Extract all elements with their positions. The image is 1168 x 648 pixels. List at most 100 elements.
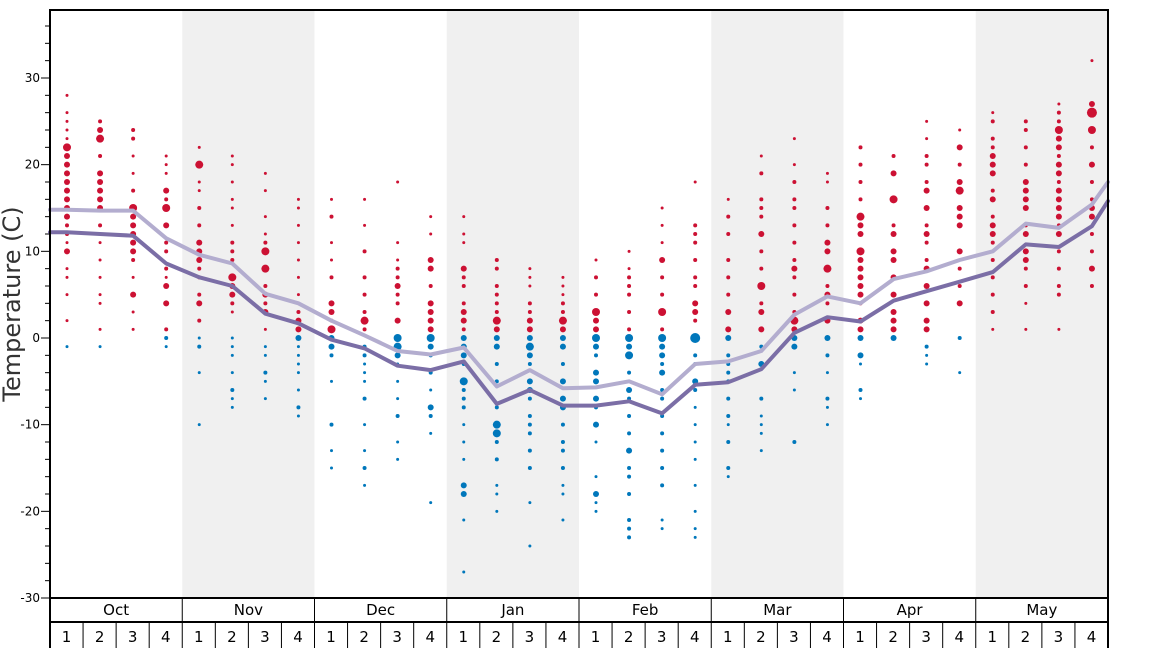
warm-dot [230,223,234,227]
cold-dot [627,474,632,479]
cold-dot [660,466,665,471]
warm-dot [1022,256,1029,263]
warm-dot [395,301,400,306]
warm-dot [757,281,766,290]
warm-dot [792,292,797,297]
warm-dot [263,171,267,175]
warm-dot [891,223,896,228]
warm-dot [395,275,400,280]
cold-dot [527,466,532,471]
warm-dot [824,248,831,255]
warm-dot [230,154,234,158]
week-label: 3 [128,628,138,646]
month-label-mar: Mar [763,601,792,619]
warm-dot [362,327,367,332]
warm-dot [726,214,731,219]
warm-dot [1056,179,1061,184]
warm-dot [197,145,201,149]
warm-dot [792,240,797,245]
cold-dot [263,397,267,401]
warm-dot [327,325,336,334]
warm-dot [429,215,433,219]
cold-dot [527,422,532,427]
cold-dot [528,501,532,505]
warm-dot [396,180,400,184]
warm-dot [394,317,401,324]
cold-dot [429,431,433,435]
cold-dot [792,388,796,392]
cold-dot [561,492,565,496]
warm-dot [197,180,201,184]
warm-dot [792,137,796,141]
warm-dot [130,291,137,298]
warm-dot [330,258,333,262]
warm-dot [693,180,697,184]
week-label: 4 [558,628,568,646]
cold-dot [660,431,665,436]
warm-dot [924,179,929,184]
warm-dot [560,309,565,314]
warm-dot [296,241,300,245]
cold-dot [925,362,929,366]
warm-dot [64,187,70,194]
warm-dot [856,247,865,256]
cold-dot [493,343,500,350]
warm-dot [494,301,499,306]
warm-dot [427,317,434,324]
warm-dot [527,301,532,306]
cold-dot [560,440,565,445]
week-label: 1 [194,628,204,646]
cold-dot [725,335,732,341]
warm-dot [890,308,897,315]
warm-dot [362,292,367,297]
cold-dot [693,483,697,487]
warm-dot [627,283,632,288]
cold-dot [329,422,334,427]
cold-dot [526,378,533,385]
cold-dot [693,440,697,444]
week-label: 2 [624,628,634,646]
cold-dot [230,371,234,375]
warm-dot [395,266,400,271]
cold-dot [792,371,796,375]
cold-dot [296,345,300,349]
week-label: 3 [657,628,667,646]
cold-dot [857,352,864,359]
cold-dot [890,335,897,341]
warm-dot [329,214,334,219]
cold-dot [462,570,466,574]
week-label: 4 [293,628,303,646]
cold-dot [164,345,168,349]
warm-dot [64,213,70,220]
warm-dot [230,301,235,306]
warm-dot [1054,125,1063,134]
warm-dot [890,170,897,177]
warm-dot [857,326,864,333]
warm-dot [97,187,104,194]
cold-dot [660,518,664,522]
month-label-apr: Apr [897,601,924,619]
warm-dot [528,275,532,279]
warm-dot [758,230,765,237]
warm-dot [64,196,70,203]
warm-dot [131,154,135,158]
cold-dot [660,527,664,531]
warm-dot [923,326,930,333]
warm-dot [65,267,69,271]
warm-dot [65,223,69,228]
warm-dot [164,249,169,254]
warm-dot [328,300,335,307]
week-label: 3 [525,628,535,646]
warm-dot [957,266,962,271]
warm-dot [693,257,698,262]
week-label: 2 [359,628,369,646]
cold-dot [296,353,300,357]
warm-dot [462,215,466,219]
warm-dot [627,267,631,271]
cold-dot [625,334,634,342]
cold-dot [462,457,466,461]
warm-dot [693,240,698,245]
week-label: 2 [888,628,898,646]
week-label: 1 [459,628,469,646]
warm-dot [230,310,234,314]
